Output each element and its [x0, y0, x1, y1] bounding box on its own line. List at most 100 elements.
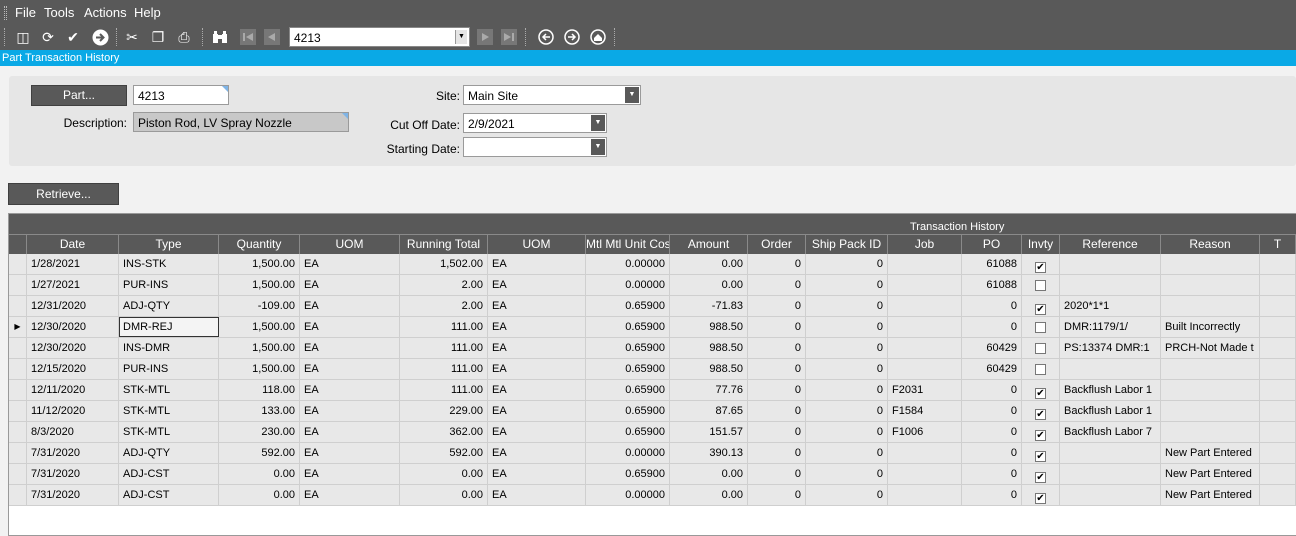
cell-job[interactable]: F2031: [888, 380, 962, 400]
menu-file[interactable]: File: [15, 5, 36, 20]
cell-uom2[interactable]: EA: [488, 401, 586, 421]
cell-type[interactable]: ADJ-QTY: [119, 443, 219, 463]
cell-job[interactable]: [888, 464, 962, 484]
cell-date[interactable]: 7/31/2020: [27, 485, 119, 505]
cell-job[interactable]: F1584: [888, 401, 962, 421]
cell-type[interactable]: ADJ-CST: [119, 464, 219, 484]
cell-reason[interactable]: New Part Entered: [1161, 464, 1260, 484]
cell-running[interactable]: 111.00: [400, 380, 488, 400]
cell-job[interactable]: [888, 443, 962, 463]
cell-date[interactable]: 7/31/2020: [27, 443, 119, 463]
cell-amount[interactable]: 87.65: [670, 401, 748, 421]
row-selector[interactable]: [9, 443, 27, 463]
cell-order[interactable]: 0: [748, 485, 806, 505]
table-row[interactable]: 7/31/2020 ADJ-CST 0.00 EA 0.00 EA 0.65900 0.00 0…: [9, 464, 1296, 485]
cell-uom2[interactable]: EA: [488, 254, 586, 274]
cell-po[interactable]: 0: [962, 401, 1022, 421]
forward-icon[interactable]: [562, 27, 582, 47]
row-selector[interactable]: [9, 338, 27, 358]
cell-order[interactable]: 0: [748, 443, 806, 463]
cell-reference[interactable]: DMR:1179/1/: [1060, 317, 1161, 337]
row-selector[interactable]: [9, 380, 27, 400]
cell-reference[interactable]: [1060, 485, 1161, 505]
cell-type[interactable]: STK-MTL: [119, 401, 219, 421]
amount-column-header[interactable]: Amount: [670, 235, 748, 254]
cell-amount[interactable]: 77.76: [670, 380, 748, 400]
current-row-indicator-icon[interactable]: ▶: [9, 317, 27, 337]
cell-uom2[interactable]: EA: [488, 380, 586, 400]
cell-reason[interactable]: PRCH-Not Made t: [1161, 338, 1260, 358]
cell-type[interactable]: PUR-INS: [119, 275, 219, 295]
cell-order[interactable]: 0: [748, 254, 806, 274]
part-button[interactable]: Part...: [31, 85, 127, 106]
unit-cost-column-header[interactable]: Mtl Mtl Unit Cost: [586, 235, 670, 254]
row-selector[interactable]: [9, 296, 27, 316]
cell-t[interactable]: [1260, 254, 1296, 274]
cell-date[interactable]: 12/15/2020: [27, 359, 119, 379]
cell-amount[interactable]: 390.13: [670, 443, 748, 463]
cell-type[interactable]: DMR-REJ: [119, 317, 219, 337]
cell-uom2[interactable]: EA: [488, 359, 586, 379]
cell-order[interactable]: 0: [748, 380, 806, 400]
cell-ship[interactable]: 0: [806, 296, 888, 316]
cell-amount[interactable]: 151.57: [670, 422, 748, 442]
checked-checkbox[interactable]: ✔: [1035, 304, 1046, 315]
cell-ship[interactable]: 0: [806, 317, 888, 337]
record-selector[interactable]: 4213 ▼: [289, 27, 470, 47]
cell-running[interactable]: 111.00: [400, 317, 488, 337]
chevron-down-icon[interactable]: ▼: [625, 87, 639, 103]
cell-po[interactable]: 0: [962, 422, 1022, 442]
back-icon[interactable]: [536, 27, 556, 47]
cell-order[interactable]: 0: [748, 317, 806, 337]
cell-running[interactable]: 592.00: [400, 443, 488, 463]
cell-uom[interactable]: EA: [300, 401, 400, 421]
cell-ship[interactable]: 0: [806, 275, 888, 295]
cell-reference[interactable]: [1060, 275, 1161, 295]
cell-running[interactable]: 229.00: [400, 401, 488, 421]
cell-qty[interactable]: -109.00: [219, 296, 300, 316]
site-select[interactable]: Main Site ▼: [463, 85, 641, 105]
cell-invty[interactable]: [1022, 317, 1060, 337]
table-row[interactable]: 12/15/2020 PUR-INS 1,500.00 EA 111.00 EA 0.659…: [9, 359, 1296, 380]
paste-icon[interactable]: ⎙: [178, 28, 190, 45]
cell-uom2[interactable]: EA: [488, 317, 586, 337]
cell-type[interactable]: INS-DMR: [119, 338, 219, 358]
checked-checkbox[interactable]: ✔: [1035, 430, 1046, 441]
cell-running[interactable]: 111.00: [400, 359, 488, 379]
cell-t[interactable]: [1260, 338, 1296, 358]
cell-running[interactable]: 2.00: [400, 296, 488, 316]
cell-order[interactable]: 0: [748, 359, 806, 379]
ship-pack-id-column-header[interactable]: Ship Pack ID: [806, 235, 888, 254]
invty-column-header[interactable]: Invty: [1022, 235, 1060, 254]
cell-reason[interactable]: [1161, 296, 1260, 316]
cell-t[interactable]: [1260, 359, 1296, 379]
cell-type[interactable]: ADJ-QTY: [119, 296, 219, 316]
cell-reason[interactable]: Built Incorrectly: [1161, 317, 1260, 337]
cell-uom[interactable]: EA: [300, 380, 400, 400]
cell-reference[interactable]: [1060, 254, 1161, 274]
cell-invty[interactable]: ✔: [1022, 485, 1060, 505]
cell-type[interactable]: INS-STK: [119, 254, 219, 274]
cell-job[interactable]: [888, 338, 962, 358]
cell-reference[interactable]: Backflush Labor 7: [1060, 422, 1161, 442]
cell-ship[interactable]: 0: [806, 254, 888, 274]
quantity-column-header[interactable]: Quantity: [219, 235, 300, 254]
cell-amount[interactable]: 988.50: [670, 359, 748, 379]
cell-uom[interactable]: EA: [300, 422, 400, 442]
cell-invty[interactable]: ✔: [1022, 380, 1060, 400]
cell-uom[interactable]: EA: [300, 485, 400, 505]
cell-invty[interactable]: ✔: [1022, 464, 1060, 484]
cell-ship[interactable]: 0: [806, 443, 888, 463]
cell-reference[interactable]: 2020*1*1: [1060, 296, 1161, 316]
cell-po[interactable]: 0: [962, 317, 1022, 337]
cell-type[interactable]: ADJ-CST: [119, 485, 219, 505]
cell-uom2[interactable]: EA: [488, 296, 586, 316]
reason-column-header[interactable]: Reason: [1161, 235, 1260, 254]
cell-t[interactable]: [1260, 317, 1296, 337]
table-row[interactable]: 12/31/2020 ADJ-QTY -109.00 EA 2.00 EA 0.65900-…: [9, 296, 1296, 317]
checked-checkbox[interactable]: ✔: [1035, 262, 1046, 273]
cell-reason[interactable]: [1161, 254, 1260, 274]
table-row[interactable]: 12/11/2020 STK-MTL 118.00 EA 111.00 EA 0.65900…: [9, 380, 1296, 401]
cell-job[interactable]: [888, 254, 962, 274]
uom-column-header[interactable]: UOM: [300, 235, 400, 254]
